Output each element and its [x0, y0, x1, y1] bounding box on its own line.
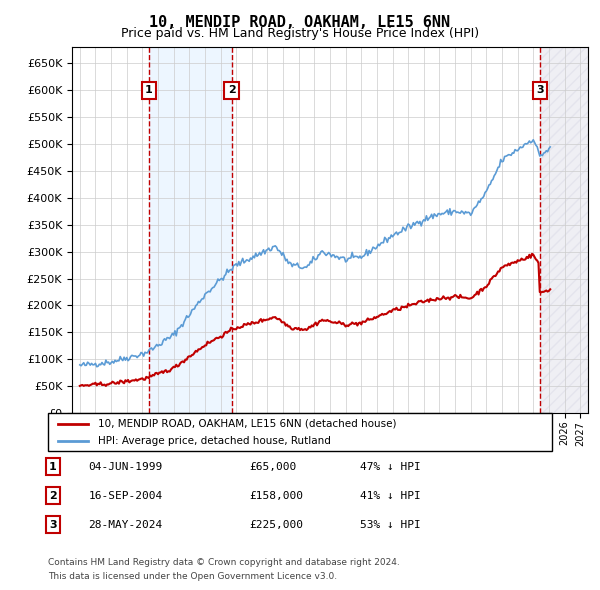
Bar — [539, 47, 588, 413]
Text: £65,000: £65,000 — [250, 462, 297, 471]
Text: Price paid vs. HM Land Registry's House Price Index (HPI): Price paid vs. HM Land Registry's House … — [121, 27, 479, 40]
Text: 16-SEP-2004: 16-SEP-2004 — [88, 491, 163, 500]
Text: 1: 1 — [49, 462, 57, 471]
Text: 10, MENDIP ROAD, OAKHAM, LE15 6NN: 10, MENDIP ROAD, OAKHAM, LE15 6NN — [149, 15, 451, 30]
FancyBboxPatch shape — [48, 413, 552, 451]
Text: HPI: Average price, detached house, Rutland: HPI: Average price, detached house, Rutl… — [98, 435, 331, 445]
Text: 3: 3 — [49, 520, 57, 529]
Text: 10, MENDIP ROAD, OAKHAM, LE15 6NN (detached house): 10, MENDIP ROAD, OAKHAM, LE15 6NN (detac… — [98, 419, 397, 429]
Text: 2: 2 — [228, 85, 236, 95]
Text: Contains HM Land Registry data © Crown copyright and database right 2024.: Contains HM Land Registry data © Crown c… — [48, 558, 400, 566]
Text: £158,000: £158,000 — [250, 491, 304, 500]
Text: 28-MAY-2024: 28-MAY-2024 — [88, 520, 163, 529]
Text: £225,000: £225,000 — [250, 520, 304, 529]
Bar — [149, 47, 232, 413]
Text: 41% ↓ HPI: 41% ↓ HPI — [361, 491, 421, 500]
Text: 04-JUN-1999: 04-JUN-1999 — [88, 462, 163, 471]
Text: This data is licensed under the Open Government Licence v3.0.: This data is licensed under the Open Gov… — [48, 572, 337, 581]
Text: 1: 1 — [145, 85, 153, 95]
Text: 47% ↓ HPI: 47% ↓ HPI — [361, 462, 421, 471]
Text: 3: 3 — [536, 85, 544, 95]
Text: 53% ↓ HPI: 53% ↓ HPI — [361, 520, 421, 529]
Text: 2: 2 — [49, 491, 57, 500]
